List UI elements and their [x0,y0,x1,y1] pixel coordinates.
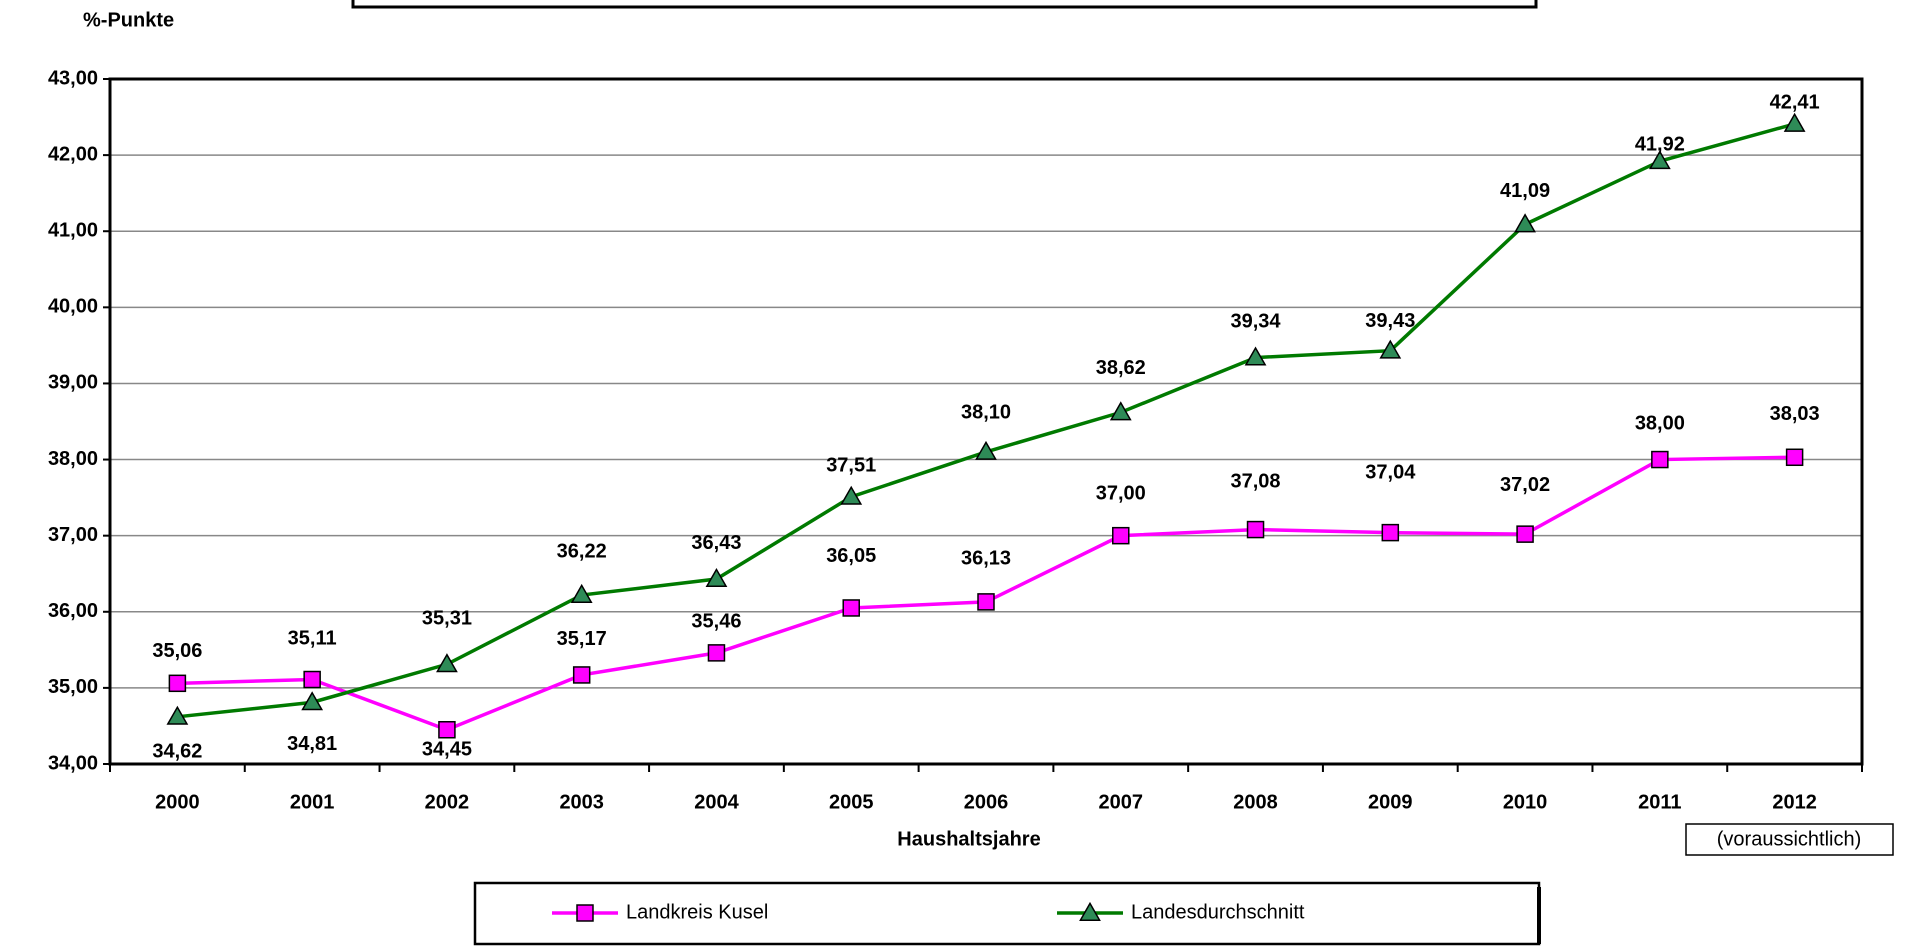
marker [570,583,593,603]
marker [1514,213,1536,233]
plot-frame [108,77,1864,766]
title-box [351,0,1538,9]
marker [166,705,189,725]
data-label: 42,41 [1770,92,1820,114]
marker [301,691,324,711]
y-tick-label: 43,00 [48,67,98,89]
marker [705,567,728,587]
data-label: 37,04 [1365,461,1416,483]
data-label: 37,51 [826,455,876,477]
data-label: 39,34 [1231,311,1282,333]
y-tick-label: 34,00 [48,752,98,774]
legend-box [473,881,1541,946]
y-tick-label: 41,00 [48,220,98,242]
data-label: 36,05 [826,545,876,567]
data-label: 37,08 [1231,470,1281,492]
x-tick-label: 2002 [425,791,470,813]
y-tick-label: 38,00 [48,448,98,470]
marker [1785,448,1804,467]
x-tick-label: 2003 [559,791,604,813]
marker [1109,401,1132,421]
marker [1112,526,1130,545]
marker [1244,346,1267,366]
x-tick-label: 2012 [1772,791,1817,813]
data-label: 36,13 [961,548,1011,570]
y-axis-label: %-Punkte [83,9,174,31]
marker [975,440,997,460]
data-label: 34,45 [422,739,472,761]
x-axis-label: Haushaltsjahre [897,828,1040,850]
data-label: 37,02 [1500,474,1550,496]
x-tick-label: 2004 [694,791,739,813]
marker [438,721,456,739]
data-label: 38,62 [1096,357,1146,379]
x-tick-label: 2007 [1099,791,1144,813]
marker [707,644,726,662]
note-box [1685,823,1894,856]
marker [436,653,458,673]
y-tick-label: 40,00 [48,296,98,318]
marker [1379,339,1402,359]
note: (voraussichtlich) [1717,828,1861,850]
marker [1651,450,1669,469]
marker [977,593,995,611]
data-label: 35,46 [691,611,741,633]
marker [840,485,863,505]
data-label: 35,11 [288,628,337,650]
data-label: 34,81 [287,733,337,755]
data-label: 38,00 [1635,413,1685,435]
data-label: 41,92 [1635,134,1685,156]
legend-label: Landkreis Kusel [626,901,768,923]
marker [572,666,591,684]
data-label: 36,43 [691,532,741,554]
data-label: 38,03 [1770,403,1820,425]
marker [1381,523,1400,542]
legend-marker [576,904,594,922]
marker [842,599,860,617]
marker [1516,525,1534,543]
x-tick-label: 2001 [290,791,335,813]
data-label: 37,00 [1096,483,1146,505]
marker [1783,112,1806,132]
y-tick-label: 37,00 [48,524,98,546]
data-label: 36,22 [557,541,607,563]
marker [303,670,321,689]
x-tick-label: 2009 [1368,791,1413,813]
data-label: 39,43 [1365,310,1415,332]
data-label: 41,09 [1500,180,1550,202]
x-tick-label: 2010 [1503,791,1548,813]
x-tick-label: 2008 [1233,791,1278,813]
data-label: 35,17 [557,628,607,650]
y-tick-label: 39,00 [48,372,98,394]
data-label: 35,31 [422,608,472,630]
data-label: 34,62 [152,740,202,762]
x-tick-label: 2011 [1638,791,1681,813]
x-tick-label: 2005 [829,791,874,813]
y-tick-label: 42,00 [48,143,98,165]
marker [168,674,187,693]
data-label: 38,10 [961,401,1011,423]
data-label: 35,06 [152,640,202,662]
y-tick-label: 35,00 [48,676,98,698]
x-tick-label: 2000 [155,791,200,813]
legend-marker [1079,901,1101,921]
legend-label: Landesdurchschnitt [1131,901,1305,923]
marker [1246,520,1265,539]
y-tick-label: 36,00 [48,600,98,622]
x-tick-label: 2006 [964,791,1009,813]
marker [1648,150,1671,170]
